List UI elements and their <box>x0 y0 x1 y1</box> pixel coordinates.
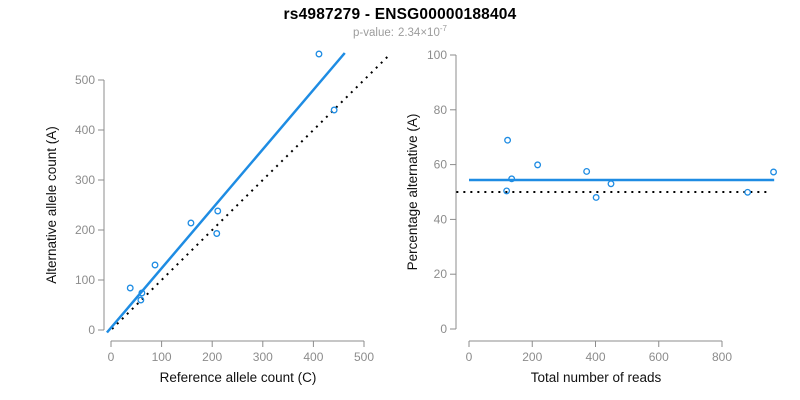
scatter-reads-vs-percentage: 0 200 400 600 800 0 20 40 60 80 100 Total number o… <box>405 48 777 385</box>
y-tick-label: 100 <box>427 48 447 62</box>
regression-line <box>105 52 346 334</box>
data-point <box>534 161 542 169</box>
pvalue-mantissa: 2.34 <box>397 26 421 39</box>
data-point <box>744 188 752 196</box>
y-tick-label: 20 <box>434 267 448 281</box>
x-tick-label: 300 <box>253 350 273 364</box>
right-x-axis-title: Total number of reads <box>531 370 662 385</box>
x-tick-label: 400 <box>585 350 605 364</box>
data-point <box>330 106 338 114</box>
left-x-axis-title: Reference allele count (C) <box>160 370 317 385</box>
y-tick-label: 0 <box>440 322 447 336</box>
y-tick-label: 100 <box>75 273 95 287</box>
y-tick-label: 300 <box>75 173 95 187</box>
identity-line <box>111 55 389 330</box>
data-point <box>592 194 600 201</box>
x-tick-label: 0 <box>466 350 473 364</box>
x-tick-label: 100 <box>152 350 172 364</box>
data-point <box>214 207 222 215</box>
figure-title: rs4987279 - ENSG00000188404 <box>283 6 517 23</box>
x-tick-label: 200 <box>202 350 222 364</box>
data-point <box>503 187 511 195</box>
pvalue-exponent: -7 <box>439 24 447 33</box>
y-tick-label: 60 <box>434 158 448 172</box>
right-y-axis-title: Percentage alternative (A) <box>405 114 420 271</box>
data-point <box>508 175 516 183</box>
data-point <box>138 289 146 297</box>
data-point <box>137 296 145 304</box>
data-point <box>126 284 134 292</box>
figure-subtitle: p-value: 2.34×10-7 <box>0 24 800 39</box>
scatter-ref-vs-alt-count: 0 100 200 300 400 500 0 100 200 300 400 500 Referen… <box>44 50 389 385</box>
y-tick-label: 0 <box>88 323 95 337</box>
x-tick-label: 500 <box>354 350 374 364</box>
x-tick-label: 800 <box>712 350 732 364</box>
y-tick-label: 80 <box>434 103 448 117</box>
x-tick-label: 400 <box>303 350 323 364</box>
data-point <box>315 50 323 58</box>
data-point <box>770 168 777 176</box>
x-tick-label: 600 <box>649 350 669 364</box>
data-point <box>504 136 512 144</box>
y-tick-label: 200 <box>75 223 95 237</box>
y-tick-label: 400 <box>75 123 95 137</box>
y-tick-label: 500 <box>75 73 95 87</box>
data-point <box>213 230 221 237</box>
x-tick-label: 0 <box>108 350 115 364</box>
x-tick-label: 200 <box>522 350 542 364</box>
pvalue-base: ×10 <box>420 26 440 39</box>
data-point <box>583 167 591 175</box>
pvalue-label: p-value: <box>353 26 394 39</box>
data-point <box>607 180 615 188</box>
data-point <box>151 261 159 269</box>
left-y-axis-title: Alternative allele count (A) <box>44 126 59 284</box>
data-point <box>187 219 195 227</box>
y-tick-label: 40 <box>434 212 448 226</box>
